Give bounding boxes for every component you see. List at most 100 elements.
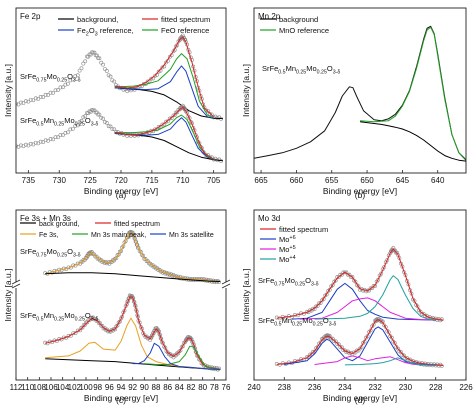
data-point bbox=[23, 99, 28, 104]
data-point bbox=[180, 344, 185, 349]
axis-break-mark bbox=[11, 283, 21, 289]
data-point bbox=[368, 328, 373, 333]
data-point bbox=[36, 141, 41, 146]
x-tick-label: 106 bbox=[44, 383, 58, 392]
data-point bbox=[83, 59, 88, 64]
legend-label: Mn 3s satellite bbox=[169, 232, 214, 239]
data-point bbox=[308, 352, 312, 357]
data-point bbox=[317, 301, 322, 306]
data-point bbox=[121, 132, 126, 137]
data-point bbox=[392, 341, 397, 345]
data-point bbox=[138, 249, 143, 254]
data-point bbox=[97, 112, 102, 117]
series-line bbox=[132, 342, 221, 370]
data-point bbox=[355, 348, 359, 353]
series-group bbox=[274, 246, 444, 368]
data-point bbox=[324, 292, 329, 297]
series-line bbox=[144, 345, 221, 370]
data-point bbox=[48, 136, 53, 141]
y-axis-label: Intensity [a.u.] bbox=[3, 64, 13, 117]
series-line bbox=[284, 326, 436, 366]
data-point bbox=[99, 115, 104, 120]
series-line bbox=[114, 114, 214, 160]
panel-title: Fe 3s + Mn 3s bbox=[20, 214, 71, 223]
series-line bbox=[254, 25, 466, 161]
data-point bbox=[51, 90, 55, 95]
y-axis-label: Intensity [a.u.] bbox=[241, 64, 251, 117]
x-tick-label: 112 bbox=[10, 383, 23, 392]
series-line bbox=[114, 65, 214, 119]
data-point bbox=[169, 116, 174, 121]
data-point bbox=[321, 297, 326, 301]
x-tick-label: 238 bbox=[278, 383, 292, 392]
data-point bbox=[41, 95, 46, 99]
data-point bbox=[160, 122, 165, 127]
data-point bbox=[79, 118, 84, 123]
data-point bbox=[61, 133, 65, 138]
data-point bbox=[311, 349, 315, 354]
data-point bbox=[318, 340, 323, 345]
panel-title: Mn 2p bbox=[258, 12, 281, 21]
axis-break-mark bbox=[11, 279, 21, 285]
data-point bbox=[398, 350, 403, 354]
x-tick-label: 710 bbox=[176, 176, 190, 185]
data-point bbox=[77, 68, 82, 73]
panel-label: (d) bbox=[355, 395, 366, 405]
series-group bbox=[254, 25, 466, 162]
data-point bbox=[171, 49, 176, 54]
data-point bbox=[63, 131, 68, 135]
x-tick-label: 236 bbox=[308, 383, 322, 392]
data-point bbox=[112, 79, 117, 84]
data-point bbox=[415, 304, 420, 309]
data-point bbox=[77, 119, 82, 124]
x-tick-label: 94 bbox=[117, 383, 126, 392]
data-point bbox=[395, 250, 399, 255]
data-point bbox=[31, 98, 36, 103]
data-point bbox=[43, 92, 48, 97]
data-point bbox=[102, 261, 107, 265]
data-point bbox=[26, 143, 31, 148]
data-point bbox=[375, 317, 380, 321]
data-point bbox=[382, 265, 387, 269]
series-line bbox=[314, 275, 436, 321]
x-tick-label: 100 bbox=[79, 383, 93, 392]
data-point bbox=[85, 254, 90, 258]
legend-label: MnO reference bbox=[279, 26, 329, 35]
data-point bbox=[439, 364, 444, 368]
x-tick-label: 650 bbox=[360, 176, 374, 185]
x-tick-label: 240 bbox=[247, 383, 261, 392]
data-point bbox=[161, 341, 165, 345]
data-point bbox=[70, 126, 75, 131]
data-point bbox=[16, 144, 18, 148]
x-tick-label: 84 bbox=[175, 383, 184, 392]
data-point bbox=[177, 349, 182, 354]
series-line bbox=[359, 26, 466, 160]
data-point bbox=[70, 77, 75, 82]
data-point bbox=[58, 85, 63, 90]
data-point bbox=[402, 353, 406, 358]
series-group bbox=[43, 229, 221, 372]
data-point bbox=[208, 112, 212, 116]
data-point bbox=[75, 123, 80, 128]
data-point bbox=[51, 137, 55, 142]
legend-label: background, bbox=[77, 15, 118, 24]
data-point bbox=[379, 271, 384, 276]
data-point bbox=[105, 261, 109, 266]
data-point bbox=[28, 97, 33, 102]
panel-label: (a) bbox=[116, 190, 127, 200]
data-point bbox=[178, 348, 183, 353]
series-line bbox=[45, 232, 221, 282]
legend-label: fitted spectrum bbox=[279, 225, 328, 234]
x-tick-label: 705 bbox=[207, 176, 221, 185]
data-point bbox=[108, 124, 113, 129]
data-point bbox=[79, 66, 84, 71]
data-point bbox=[217, 280, 221, 284]
x-tick-label: 730 bbox=[53, 176, 67, 185]
data-point bbox=[90, 50, 94, 55]
data-point bbox=[149, 76, 154, 81]
axis-break-mark bbox=[221, 283, 231, 289]
data-point bbox=[119, 316, 123, 321]
series-line bbox=[45, 296, 221, 370]
axis-break-mark bbox=[221, 279, 231, 285]
